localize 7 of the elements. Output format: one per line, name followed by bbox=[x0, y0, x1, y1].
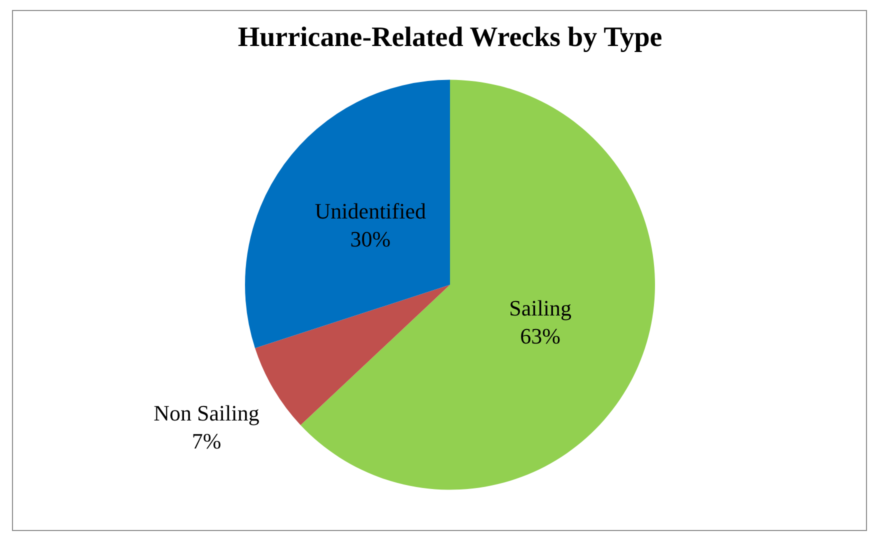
slice-label: Unidentified bbox=[314, 198, 426, 224]
chart-title: Hurricane-Related Wrecks by Type bbox=[238, 22, 662, 54]
slice-label: Non Sailing bbox=[154, 400, 260, 426]
data-label: 63% bbox=[520, 324, 560, 349]
data-label: 7% bbox=[192, 428, 222, 454]
data-label: 30% bbox=[350, 226, 391, 252]
slice-label: Sailing bbox=[509, 296, 572, 321]
